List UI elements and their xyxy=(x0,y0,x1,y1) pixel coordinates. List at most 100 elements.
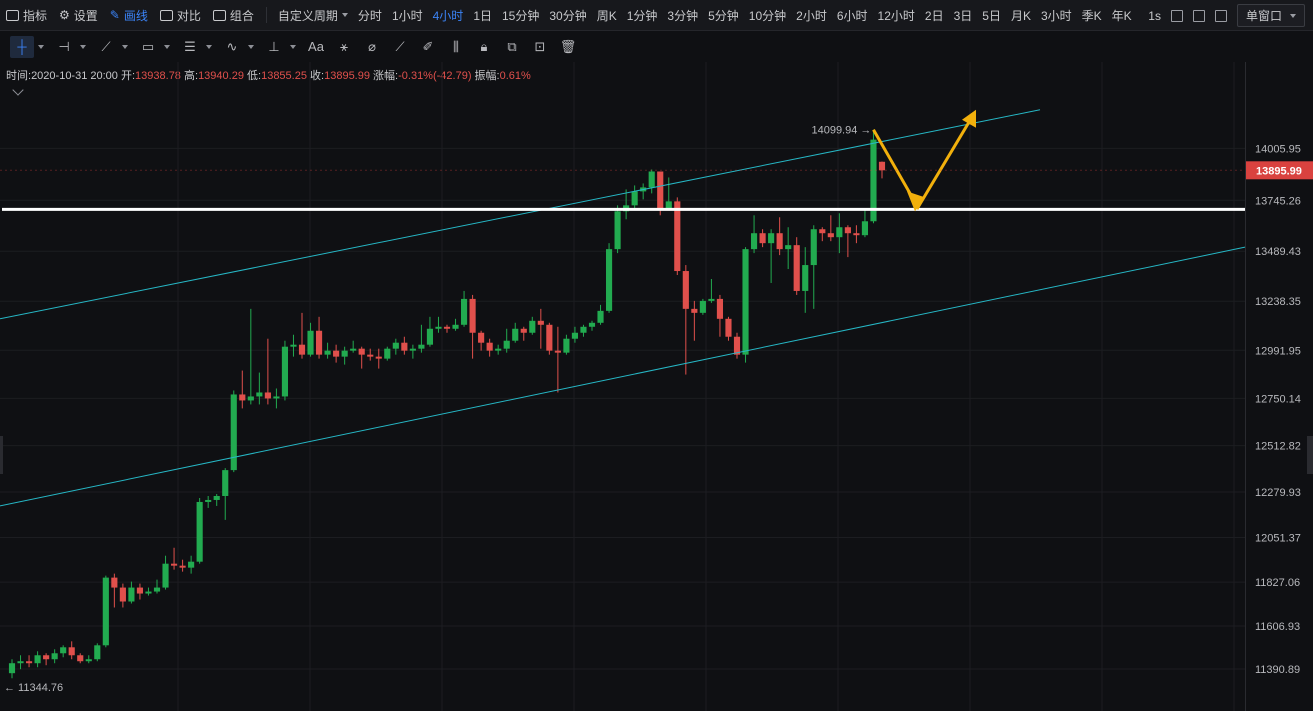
measure-tool-icon[interactable]: ⊥ xyxy=(268,38,280,54)
window-controls: 1s 单窗口 xyxy=(1148,0,1313,31)
combine-button[interactable]: 组合 xyxy=(207,0,260,31)
period-tab[interactable]: 2日 xyxy=(924,8,944,23)
open-value: 13938.78 xyxy=(135,70,181,82)
period-tab[interactable]: 3分钟 xyxy=(667,8,699,23)
y-tick-label: 11827.06 xyxy=(1255,577,1300,589)
rectangle-tool-icon[interactable]: ▭ xyxy=(141,38,155,54)
fullscreen-icon[interactable] xyxy=(1192,9,1205,22)
period-tab[interactable]: 2小时 xyxy=(796,8,827,23)
crosshair-tool-icon[interactable]: ┼ xyxy=(10,35,34,58)
eraser-tool-icon[interactable]: ⌀ xyxy=(368,38,376,54)
horizontal-line-tool-icon[interactable]: ⊣ xyxy=(58,38,70,54)
chevron-down-icon[interactable] xyxy=(206,44,212,49)
candle-body xyxy=(708,298,715,301)
period-tab[interactable]: 6小时 xyxy=(836,8,868,23)
candle-body xyxy=(25,661,33,664)
candle-body xyxy=(239,394,246,401)
period-tab[interactable]: 1分钟 xyxy=(626,8,658,23)
pencil-tool-icon[interactable]: ✐ xyxy=(422,38,434,54)
candle-body xyxy=(648,171,655,188)
indicators-button[interactable]: 指标 xyxy=(0,0,53,31)
y-tick-label: 12750.14 xyxy=(1255,393,1301,405)
period-tab[interactable]: 月K xyxy=(1010,8,1031,23)
compare-button[interactable]: 对比 xyxy=(154,0,207,31)
period-tab[interactable]: 30分钟 xyxy=(549,8,587,23)
drawing-button[interactable]: ✎ 画线 xyxy=(104,0,154,31)
candle-body xyxy=(315,330,323,355)
y-tick-label: 13238.35 xyxy=(1255,296,1301,308)
right-panel-handle[interactable] xyxy=(1307,436,1313,474)
candle-body xyxy=(341,350,348,357)
candle-body xyxy=(205,499,212,502)
trash-icon[interactable]: 🗑︎ xyxy=(559,38,577,54)
candle-body xyxy=(563,338,570,353)
candle-body xyxy=(827,233,834,238)
custom-period-dropdown[interactable]: 自定义周期 xyxy=(273,0,353,31)
period-tab[interactable]: 12小时 xyxy=(877,8,915,23)
text-tool-icon[interactable]: Aa xyxy=(308,39,324,54)
pattern-tool-icon[interactable]: ⚹ xyxy=(340,38,348,54)
candle-body xyxy=(478,332,485,343)
time-value: 2020-10-31 20:00 xyxy=(31,70,118,82)
period-tab[interactable]: 3日 xyxy=(953,8,973,23)
chevron-down-icon[interactable] xyxy=(80,44,86,49)
period-tab[interactable]: 1日 xyxy=(473,8,492,23)
left-panel-handle[interactable] xyxy=(0,436,3,474)
hide-icon[interactable]: ⊡ xyxy=(534,38,546,54)
period-tab[interactable]: 10分钟 xyxy=(748,8,787,23)
screenshot-icon[interactable] xyxy=(1170,9,1183,22)
chevron-down-icon[interactable] xyxy=(290,44,296,49)
candle-body xyxy=(333,350,340,357)
wave-tool-icon[interactable]: ∿ xyxy=(226,38,238,54)
chevron-down-icon[interactable] xyxy=(122,44,128,49)
parallel-lines-tool-icon[interactable]: ☰ xyxy=(184,38,196,54)
period-tab[interactable]: 年K xyxy=(1111,8,1132,23)
compare-icon xyxy=(159,9,173,21)
candle-body xyxy=(733,336,741,355)
lock-icon[interactable]: 🔒︎ xyxy=(480,38,488,54)
y-tick-label: 14005.95 xyxy=(1255,143,1301,155)
period-tab[interactable]: 4小时 xyxy=(432,8,464,23)
period-tab[interactable]: 3小时 xyxy=(1040,8,1072,23)
candle-body xyxy=(230,394,237,471)
candle-body xyxy=(145,591,152,594)
window-mode-dropdown[interactable]: 单窗口 xyxy=(1236,4,1305,27)
period-tab[interactable]: 5分钟 xyxy=(708,8,739,23)
candle-body xyxy=(597,310,604,323)
candle-body xyxy=(409,348,416,351)
candle-body xyxy=(836,227,843,238)
candle-body xyxy=(8,663,16,674)
settings-button[interactable]: ⚙ 设置 xyxy=(53,0,104,31)
candle-body xyxy=(222,470,229,496)
period-tab[interactable]: 1小时 xyxy=(391,8,423,23)
period-tab[interactable]: 季K xyxy=(1081,8,1102,23)
candlestick-chart[interactable]: 14005.95 13745.26 13489.43 13238.35 12991.95… xyxy=(0,62,1313,711)
candle-body xyxy=(401,342,408,351)
candle-body xyxy=(179,565,186,568)
candle-body xyxy=(384,348,391,359)
candle-body xyxy=(418,344,425,349)
chevron-down-icon[interactable] xyxy=(248,44,254,49)
copy-icon[interactable]: ⧉ xyxy=(507,38,517,54)
expand-icon[interactable] xyxy=(1214,9,1227,22)
trend-line-tool-icon[interactable]: ⟋ xyxy=(101,38,111,54)
y-tick-label: 12512.82 xyxy=(1255,441,1301,453)
ruler-tool-icon[interactable]: ⟋ xyxy=(395,38,405,54)
period-tab[interactable]: 15分钟 xyxy=(502,8,540,23)
chevron-down-icon[interactable] xyxy=(164,44,170,49)
candle-body xyxy=(247,396,254,401)
period-tab[interactable]: 周K xyxy=(596,8,617,23)
min-price-label: ← 11344.76 xyxy=(4,682,63,694)
candle-body xyxy=(699,300,706,313)
period-tab[interactable]: 分时 xyxy=(357,8,382,23)
chevron-down-icon xyxy=(341,13,348,17)
fibonacci-tool-icon[interactable]: ⫼ xyxy=(453,38,459,54)
candle-body xyxy=(605,249,613,311)
period-tab[interactable]: 5日 xyxy=(982,8,1001,23)
interval-label[interactable]: 1s xyxy=(1148,8,1161,23)
indicators-label: 指标 xyxy=(23,8,48,23)
candle-body xyxy=(750,233,758,250)
candle-body xyxy=(657,171,664,210)
settings-label: 设置 xyxy=(73,8,98,23)
chevron-down-icon[interactable] xyxy=(38,44,44,49)
